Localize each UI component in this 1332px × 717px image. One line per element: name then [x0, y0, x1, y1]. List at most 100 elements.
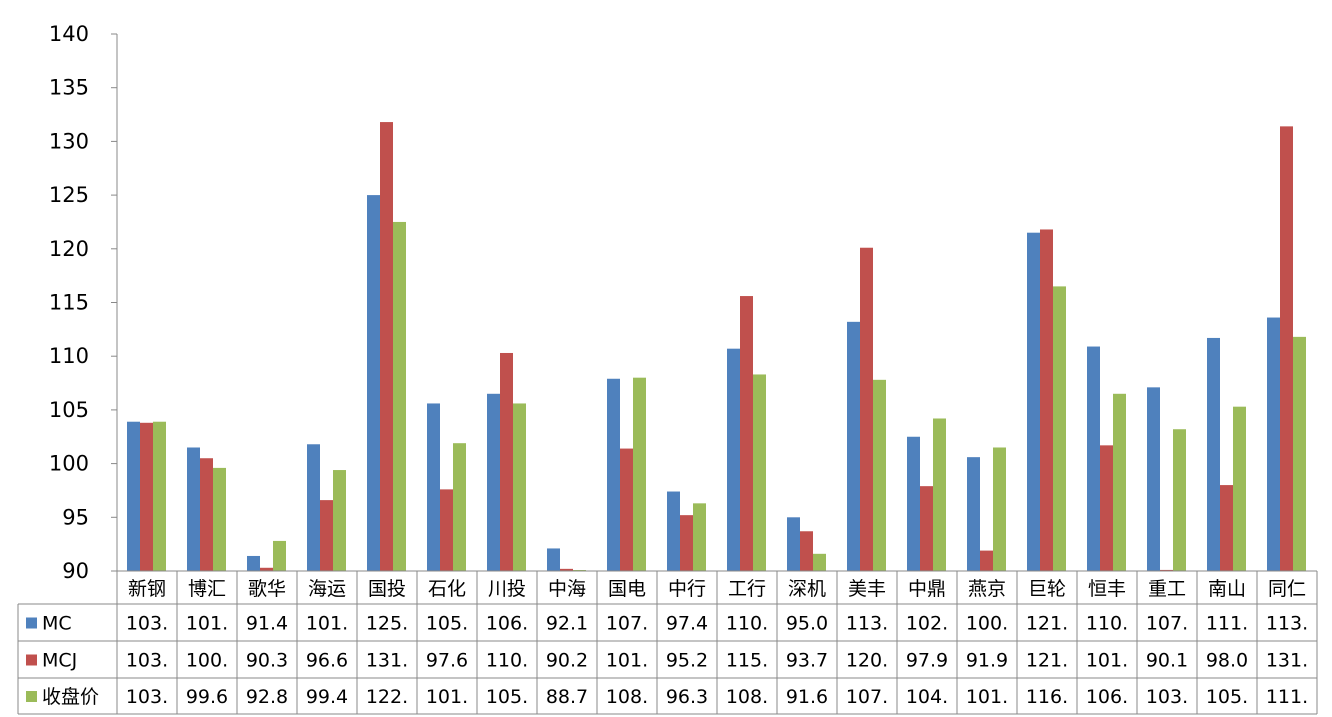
bar-MCJ-川投 — [500, 352, 513, 571]
x-category-label: 新钢 — [128, 578, 166, 600]
bar-MCJ-石化 — [440, 489, 453, 571]
bar-收盘价-重工 — [1173, 429, 1186, 571]
table-cell-MC: 121. — [1026, 613, 1068, 635]
table-cell-收盘价: 122. — [366, 686, 408, 708]
bar-MC-南山 — [1207, 337, 1220, 571]
table-cell-MCJ: 131. — [1266, 650, 1308, 672]
x-category-label: 中海 — [548, 578, 586, 600]
table-cell-MC: 95.0 — [786, 613, 828, 635]
bar-MC-燕京 — [967, 457, 980, 571]
legend-label-MC: MC — [42, 613, 72, 635]
table-cell-MCJ: 101. — [1086, 650, 1128, 672]
bar-收盘价-中行 — [693, 503, 706, 571]
bar-MC-国投 — [367, 195, 380, 571]
bar-MC-歌华 — [247, 555, 260, 571]
table-cell-MC: 113. — [1266, 613, 1308, 635]
bar-收盘价-歌华 — [273, 540, 286, 571]
bar-MC-同仁 — [1267, 317, 1280, 571]
table-cell-MC: 125. — [366, 613, 408, 635]
y-tick-label: 110 — [49, 344, 89, 368]
table-cell-收盘价: 101. — [966, 686, 1008, 708]
bar-收盘价-南山 — [1233, 406, 1246, 571]
table-cell-收盘价: 107. — [846, 686, 888, 708]
bar-收盘价-燕京 — [993, 447, 1006, 571]
legend-label-收盘价: 收盘价 — [42, 686, 99, 708]
table-cell-MCJ: 95.2 — [666, 650, 708, 672]
bar-MC-美丰 — [847, 321, 860, 571]
table-cell-收盘价: 103. — [1146, 686, 1188, 708]
table-cell-收盘价: 92.8 — [246, 686, 288, 708]
bar-收盘价-同仁 — [1293, 336, 1306, 571]
bar-收盘价-恒丰 — [1113, 393, 1126, 571]
bar-MCJ-重工 — [1160, 569, 1173, 571]
bar-MCJ-国电 — [620, 448, 633, 571]
table-cell-收盘价: 104. — [906, 686, 948, 708]
table-cell-MCJ: 98.0 — [1206, 650, 1248, 672]
table-cell-MCJ: 121. — [1026, 650, 1068, 672]
bar-MC-新钢 — [127, 421, 140, 571]
table-cell-收盘价: 116. — [1026, 686, 1068, 708]
table-cell-MC: 91.4 — [246, 613, 288, 635]
x-category-label: 国电 — [608, 578, 646, 600]
bar-MCJ-深机 — [800, 531, 813, 571]
x-category-label: 工行 — [728, 578, 766, 600]
table-cell-MC: 102. — [906, 613, 948, 635]
y-tick-label: 90 — [62, 559, 89, 583]
bar-MC-中海 — [547, 548, 560, 571]
table-cell-MC: 110. — [1086, 613, 1128, 635]
bar-MC-博汇 — [187, 447, 200, 571]
x-category-label: 同仁 — [1268, 578, 1306, 600]
y-tick-label: 105 — [49, 398, 89, 422]
y-tick-label: 100 — [49, 452, 89, 476]
x-category-label: 燕京 — [968, 578, 1006, 600]
table-cell-收盘价: 88.7 — [546, 686, 588, 708]
bar-MCJ-中海 — [560, 568, 573, 571]
y-tick-label: 115 — [49, 291, 89, 315]
x-category-label: 石化 — [428, 578, 466, 600]
bar-MCJ-巨轮 — [1040, 229, 1053, 571]
table-cell-收盘价: 105. — [1206, 686, 1248, 708]
table-cell-MC: 101. — [186, 613, 228, 635]
table-cell-MC: 113. — [846, 613, 888, 635]
legend-label-MCJ: MCJ — [42, 650, 77, 672]
table-cell-收盘价: 108. — [726, 686, 768, 708]
x-category-label: 博汇 — [188, 578, 226, 600]
table-cell-收盘价: 99.4 — [306, 686, 348, 708]
bar-MCJ-恒丰 — [1100, 445, 1113, 571]
bar-收盘价-巨轮 — [1053, 286, 1066, 571]
x-category-label: 中行 — [668, 578, 706, 600]
table-cell-MCJ: 97.9 — [906, 650, 948, 672]
bar-MCJ-中行 — [680, 515, 693, 571]
x-category-label: 恒丰 — [1088, 578, 1126, 600]
bar-MC-深机 — [787, 517, 800, 571]
y-tick-label: 95 — [62, 505, 89, 529]
bar-MCJ-南山 — [1220, 485, 1233, 571]
bar-MC-中行 — [667, 491, 680, 571]
y-tick-label: 120 — [49, 237, 89, 261]
bar-收盘价-国电 — [633, 377, 646, 571]
bar-收盘价-川投 — [513, 403, 526, 571]
table-cell-收盘价: 101. — [426, 686, 468, 708]
table-cell-MC: 106. — [486, 613, 528, 635]
bar-收盘价-博汇 — [213, 467, 226, 571]
x-category-label: 重工 — [1148, 578, 1186, 600]
table-cell-MCJ: 103. — [126, 650, 168, 672]
bar-MC-中鼎 — [907, 436, 920, 571]
bar-MC-工行 — [727, 348, 740, 571]
table-cell-收盘价: 105. — [486, 686, 528, 708]
x-category-label: 川投 — [488, 578, 526, 600]
table-cell-MC: 105. — [426, 613, 468, 635]
legend-swatch-收盘价 — [26, 691, 37, 702]
table-cell-MCJ: 91.9 — [966, 650, 1008, 672]
table-cell-MCJ: 120. — [846, 650, 888, 672]
table-cell-MCJ: 115. — [726, 650, 768, 672]
bar-MC-川投 — [487, 393, 500, 571]
bar-MCJ-新钢 — [140, 422, 153, 571]
x-category-label: 南山 — [1208, 578, 1246, 600]
bar-MC-石化 — [427, 403, 440, 571]
bar-MC-国电 — [607, 378, 620, 571]
bar-MCJ-同仁 — [1280, 126, 1293, 571]
x-category-label: 歌华 — [248, 578, 286, 600]
legend-swatch-MCJ — [26, 654, 37, 666]
